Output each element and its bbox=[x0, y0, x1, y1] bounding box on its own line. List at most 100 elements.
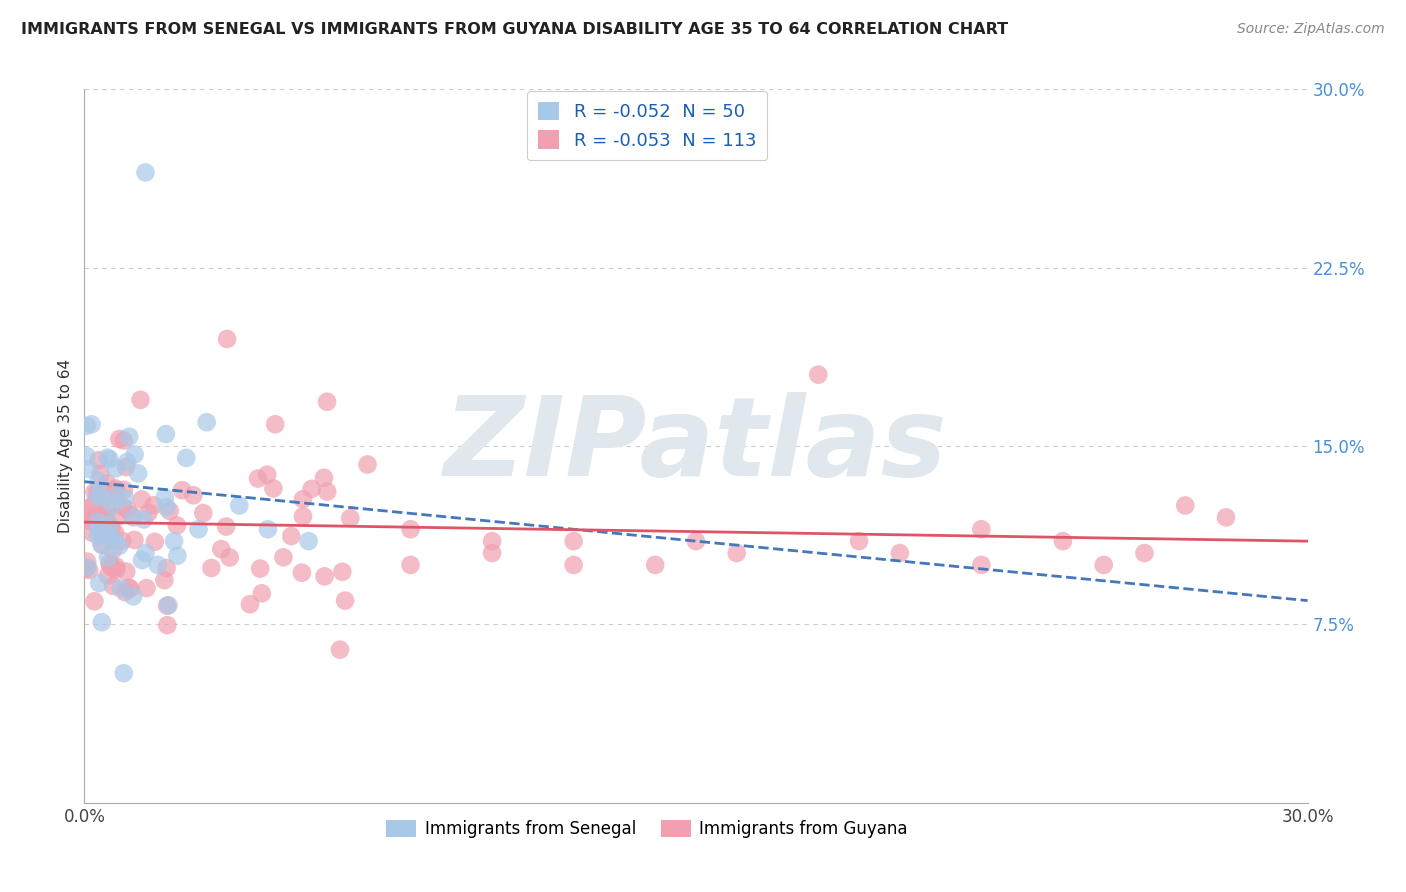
Point bbox=[155, 561, 177, 575]
Point bbox=[75, 509, 97, 524]
Point bbox=[316, 394, 339, 409]
Point bbox=[217, 332, 239, 346]
Point bbox=[314, 569, 336, 583]
Point bbox=[330, 565, 353, 579]
Point bbox=[156, 618, 179, 632]
Point bbox=[132, 512, 155, 526]
Y-axis label: Disability Age 35 to 64: Disability Age 35 to 64 bbox=[58, 359, 73, 533]
Point bbox=[98, 556, 121, 570]
Point bbox=[181, 488, 204, 502]
Point bbox=[76, 555, 98, 569]
Point bbox=[96, 476, 118, 491]
Point bbox=[143, 534, 166, 549]
Point bbox=[1092, 558, 1115, 572]
Point bbox=[79, 514, 101, 528]
Point bbox=[153, 491, 176, 505]
Point bbox=[96, 450, 118, 465]
Point bbox=[82, 500, 104, 514]
Point bbox=[889, 546, 911, 560]
Point bbox=[807, 368, 830, 382]
Point bbox=[87, 508, 110, 523]
Point bbox=[120, 582, 142, 596]
Point bbox=[127, 467, 149, 481]
Point bbox=[481, 534, 503, 549]
Point bbox=[98, 528, 121, 542]
Point bbox=[135, 165, 157, 179]
Point bbox=[90, 538, 112, 552]
Legend: Immigrants from Senegal, Immigrants from Guyana: Immigrants from Senegal, Immigrants from… bbox=[380, 813, 914, 845]
Point bbox=[135, 581, 157, 595]
Point bbox=[104, 461, 127, 475]
Point bbox=[96, 500, 118, 514]
Point bbox=[87, 529, 110, 543]
Point bbox=[644, 558, 666, 572]
Point bbox=[114, 585, 136, 599]
Point bbox=[174, 450, 197, 465]
Point bbox=[970, 558, 993, 572]
Point bbox=[90, 490, 112, 504]
Point bbox=[124, 448, 146, 462]
Point bbox=[104, 482, 127, 496]
Point bbox=[1215, 510, 1237, 524]
Point bbox=[246, 472, 269, 486]
Point bbox=[75, 418, 97, 433]
Point bbox=[562, 558, 585, 572]
Point bbox=[138, 506, 160, 520]
Point bbox=[159, 504, 181, 518]
Point bbox=[209, 542, 232, 557]
Point bbox=[108, 539, 131, 553]
Point bbox=[292, 509, 315, 524]
Point bbox=[101, 499, 124, 513]
Point bbox=[104, 525, 127, 540]
Point bbox=[172, 483, 194, 497]
Point bbox=[98, 558, 121, 573]
Point bbox=[97, 568, 120, 582]
Point bbox=[301, 482, 323, 496]
Point bbox=[156, 599, 179, 613]
Point bbox=[218, 550, 240, 565]
Point bbox=[97, 550, 120, 565]
Point bbox=[103, 533, 125, 548]
Point bbox=[86, 515, 108, 529]
Point bbox=[146, 558, 169, 572]
Point bbox=[83, 485, 105, 500]
Point bbox=[135, 546, 157, 560]
Point bbox=[112, 483, 135, 497]
Point bbox=[195, 415, 218, 429]
Point bbox=[105, 559, 128, 574]
Point bbox=[312, 471, 335, 485]
Point bbox=[115, 565, 138, 579]
Point bbox=[115, 455, 138, 469]
Point bbox=[90, 615, 112, 630]
Point bbox=[316, 484, 339, 499]
Point bbox=[562, 534, 585, 549]
Point bbox=[93, 491, 115, 505]
Point bbox=[87, 453, 110, 467]
Point bbox=[80, 417, 103, 432]
Point bbox=[131, 553, 153, 567]
Point bbox=[101, 561, 124, 575]
Point bbox=[291, 492, 314, 507]
Point bbox=[77, 563, 100, 577]
Point bbox=[124, 533, 146, 547]
Point bbox=[848, 534, 870, 549]
Point bbox=[257, 522, 280, 536]
Point bbox=[90, 511, 112, 525]
Point bbox=[117, 502, 139, 516]
Point bbox=[228, 499, 250, 513]
Point bbox=[333, 593, 356, 607]
Point bbox=[100, 522, 122, 536]
Point bbox=[76, 560, 98, 574]
Point bbox=[87, 474, 110, 488]
Point bbox=[118, 581, 141, 595]
Point bbox=[94, 509, 117, 524]
Point bbox=[79, 462, 101, 476]
Point bbox=[142, 498, 165, 512]
Point bbox=[156, 500, 179, 515]
Point bbox=[163, 534, 186, 549]
Point bbox=[131, 492, 153, 507]
Point bbox=[75, 561, 97, 575]
Point bbox=[101, 579, 124, 593]
Point bbox=[111, 500, 134, 514]
Point bbox=[339, 511, 361, 525]
